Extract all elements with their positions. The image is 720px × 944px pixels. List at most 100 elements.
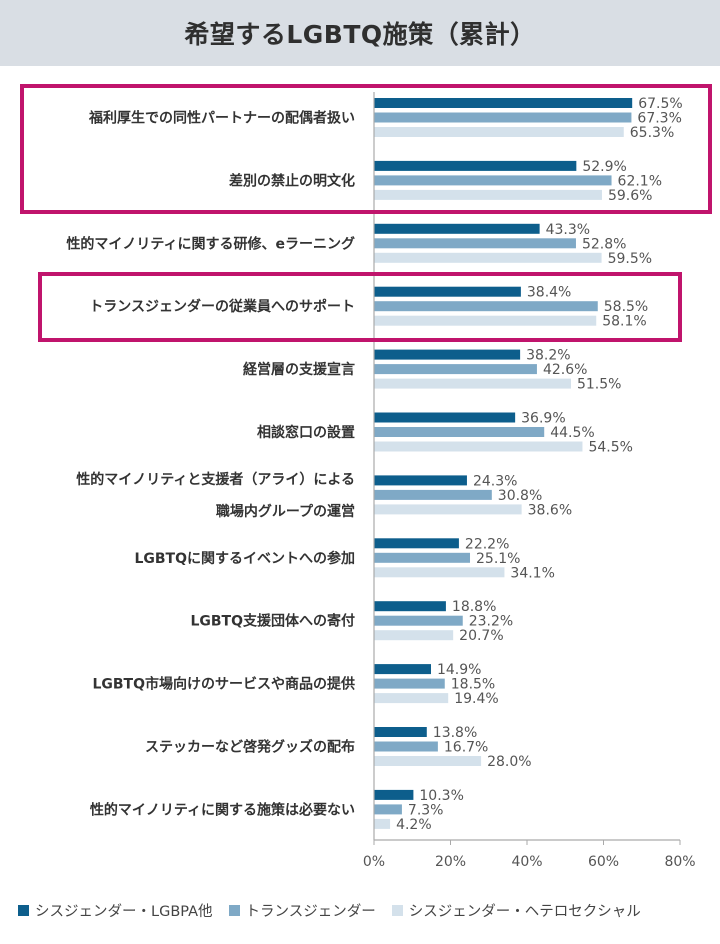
value-label: 44.5% [550, 425, 594, 441]
bar-chart: 67.5%67.3%65.3%福利厚生での同性パートナーの配偶者扱い52.9%6… [20, 84, 712, 870]
bar [374, 286, 521, 297]
bar [374, 504, 522, 515]
bar [374, 427, 545, 437]
value-label: 67.5% [638, 96, 682, 112]
value-label: 34.1% [510, 565, 554, 581]
value-label: 18.5% [451, 677, 495, 693]
title-band: 希望するLGBTQ施策（累計） [0, 0, 720, 66]
bar [374, 601, 446, 612]
legend-item: シスジェンダー・ヘテロセクシャル [391, 900, 641, 921]
value-label: 58.5% [604, 299, 648, 315]
value-label: 16.7% [444, 740, 488, 756]
value-label: 14.9% [437, 662, 481, 678]
value-label: 51.5% [577, 377, 621, 393]
value-label: 54.5% [588, 440, 632, 456]
chart-legend: シスジェンダー・LGBPA他 トランスジェンダー シスジェンダー・ヘテロセクシャル [18, 898, 718, 922]
highlight-frame [38, 272, 682, 342]
bar [374, 189, 602, 200]
bar [374, 315, 597, 326]
value-label: 22.2% [465, 536, 509, 552]
bar [374, 567, 505, 578]
bar [374, 160, 577, 171]
value-label: 43.3% [546, 222, 590, 238]
category-label: 経営層の支援宣言 [243, 361, 355, 378]
chart-title: 希望するLGBTQ施策（累計） [184, 20, 536, 49]
legend-swatch [228, 904, 240, 916]
value-label: 58.1% [602, 314, 646, 330]
bar [374, 175, 612, 186]
value-label: 62.1% [618, 173, 662, 189]
value-label: 28.0% [487, 754, 531, 770]
x-tick-label: 60% [588, 854, 619, 870]
value-label: 59.6% [608, 188, 652, 204]
bar [374, 349, 521, 360]
category-label: LGBTQ市場向けのサービスや商品の提供 [92, 676, 355, 693]
category-label: 差別の禁止の明文化 [229, 172, 355, 189]
bar [374, 552, 471, 563]
bar [374, 252, 602, 263]
bar [374, 378, 571, 389]
bar [374, 98, 633, 108]
value-label: 20.7% [459, 628, 503, 644]
bar [374, 441, 583, 452]
bar [374, 475, 467, 486]
x-tick-label: 40% [511, 854, 542, 870]
bar [374, 741, 438, 752]
legend-swatch [18, 904, 29, 916]
value-label: 19.4% [454, 691, 498, 707]
bar [374, 489, 492, 500]
bar [374, 630, 454, 641]
value-label: 7.3% [408, 802, 444, 818]
bar [374, 364, 537, 375]
category-label: 相談窓口の設置 [257, 424, 355, 441]
x-tick-label: 0% [363, 854, 385, 870]
value-label: 25.1% [476, 551, 520, 567]
bar [374, 127, 624, 137]
bar [374, 727, 427, 737]
category-label: 性的マイノリティに関する研修、eラーニング [66, 235, 355, 252]
category-label: 性的マイノリティと支援者（アライ）による [76, 471, 355, 488]
legend-label: シスジェンダー・ヘテロセクシャル [408, 903, 641, 920]
value-label: 65.3% [630, 125, 674, 141]
value-label: 42.6% [543, 362, 587, 378]
legend-swatch [391, 904, 403, 916]
category-label: 職場内グループの運営 [216, 503, 355, 520]
value-label: 67.3% [637, 111, 681, 127]
category-label: ステッカーなど啓発グッズの配布 [145, 739, 355, 756]
value-label: 36.9% [521, 411, 565, 427]
legend-item: シスジェンダー・LGBPA他 [18, 900, 213, 921]
value-label: 4.2% [396, 817, 432, 833]
category-label: LGBTQ支援団体への寄付 [190, 613, 355, 630]
value-label: 52.9% [582, 159, 626, 175]
bar [374, 664, 431, 675]
value-label: 38.4% [527, 285, 571, 301]
value-label: 13.8% [433, 725, 477, 741]
value-label: 18.8% [452, 599, 496, 615]
bar [374, 412, 516, 423]
bar [374, 615, 463, 626]
bar [374, 789, 414, 800]
bar [374, 678, 445, 689]
value-label: 23.2% [469, 614, 513, 630]
highlight-frame [20, 84, 712, 214]
value-label: 38.6% [528, 502, 572, 518]
value-label: 59.5% [608, 251, 652, 267]
legend-label: シスジェンダー・LGBPA他 [35, 903, 213, 920]
bar [374, 301, 598, 312]
value-label: 30.8% [498, 488, 542, 504]
value-label: 24.3% [473, 473, 517, 489]
category-label: トランスジェンダーの従業員へのサポート [89, 298, 355, 315]
bar [374, 818, 391, 829]
bar [374, 756, 482, 766]
legend-item: トランスジェンダー [228, 900, 376, 921]
bar [374, 693, 449, 704]
value-label: 10.3% [419, 788, 463, 804]
category-label: 性的マイノリティに関する施策は必要ない [90, 801, 355, 818]
bar [374, 804, 402, 815]
x-tick-label: 20% [435, 854, 466, 870]
bar [374, 223, 540, 234]
category-label: LGBTQに関するイベントへの参加 [134, 550, 355, 567]
bar [374, 112, 632, 123]
bar [374, 538, 459, 549]
value-label: 52.8% [582, 236, 626, 252]
